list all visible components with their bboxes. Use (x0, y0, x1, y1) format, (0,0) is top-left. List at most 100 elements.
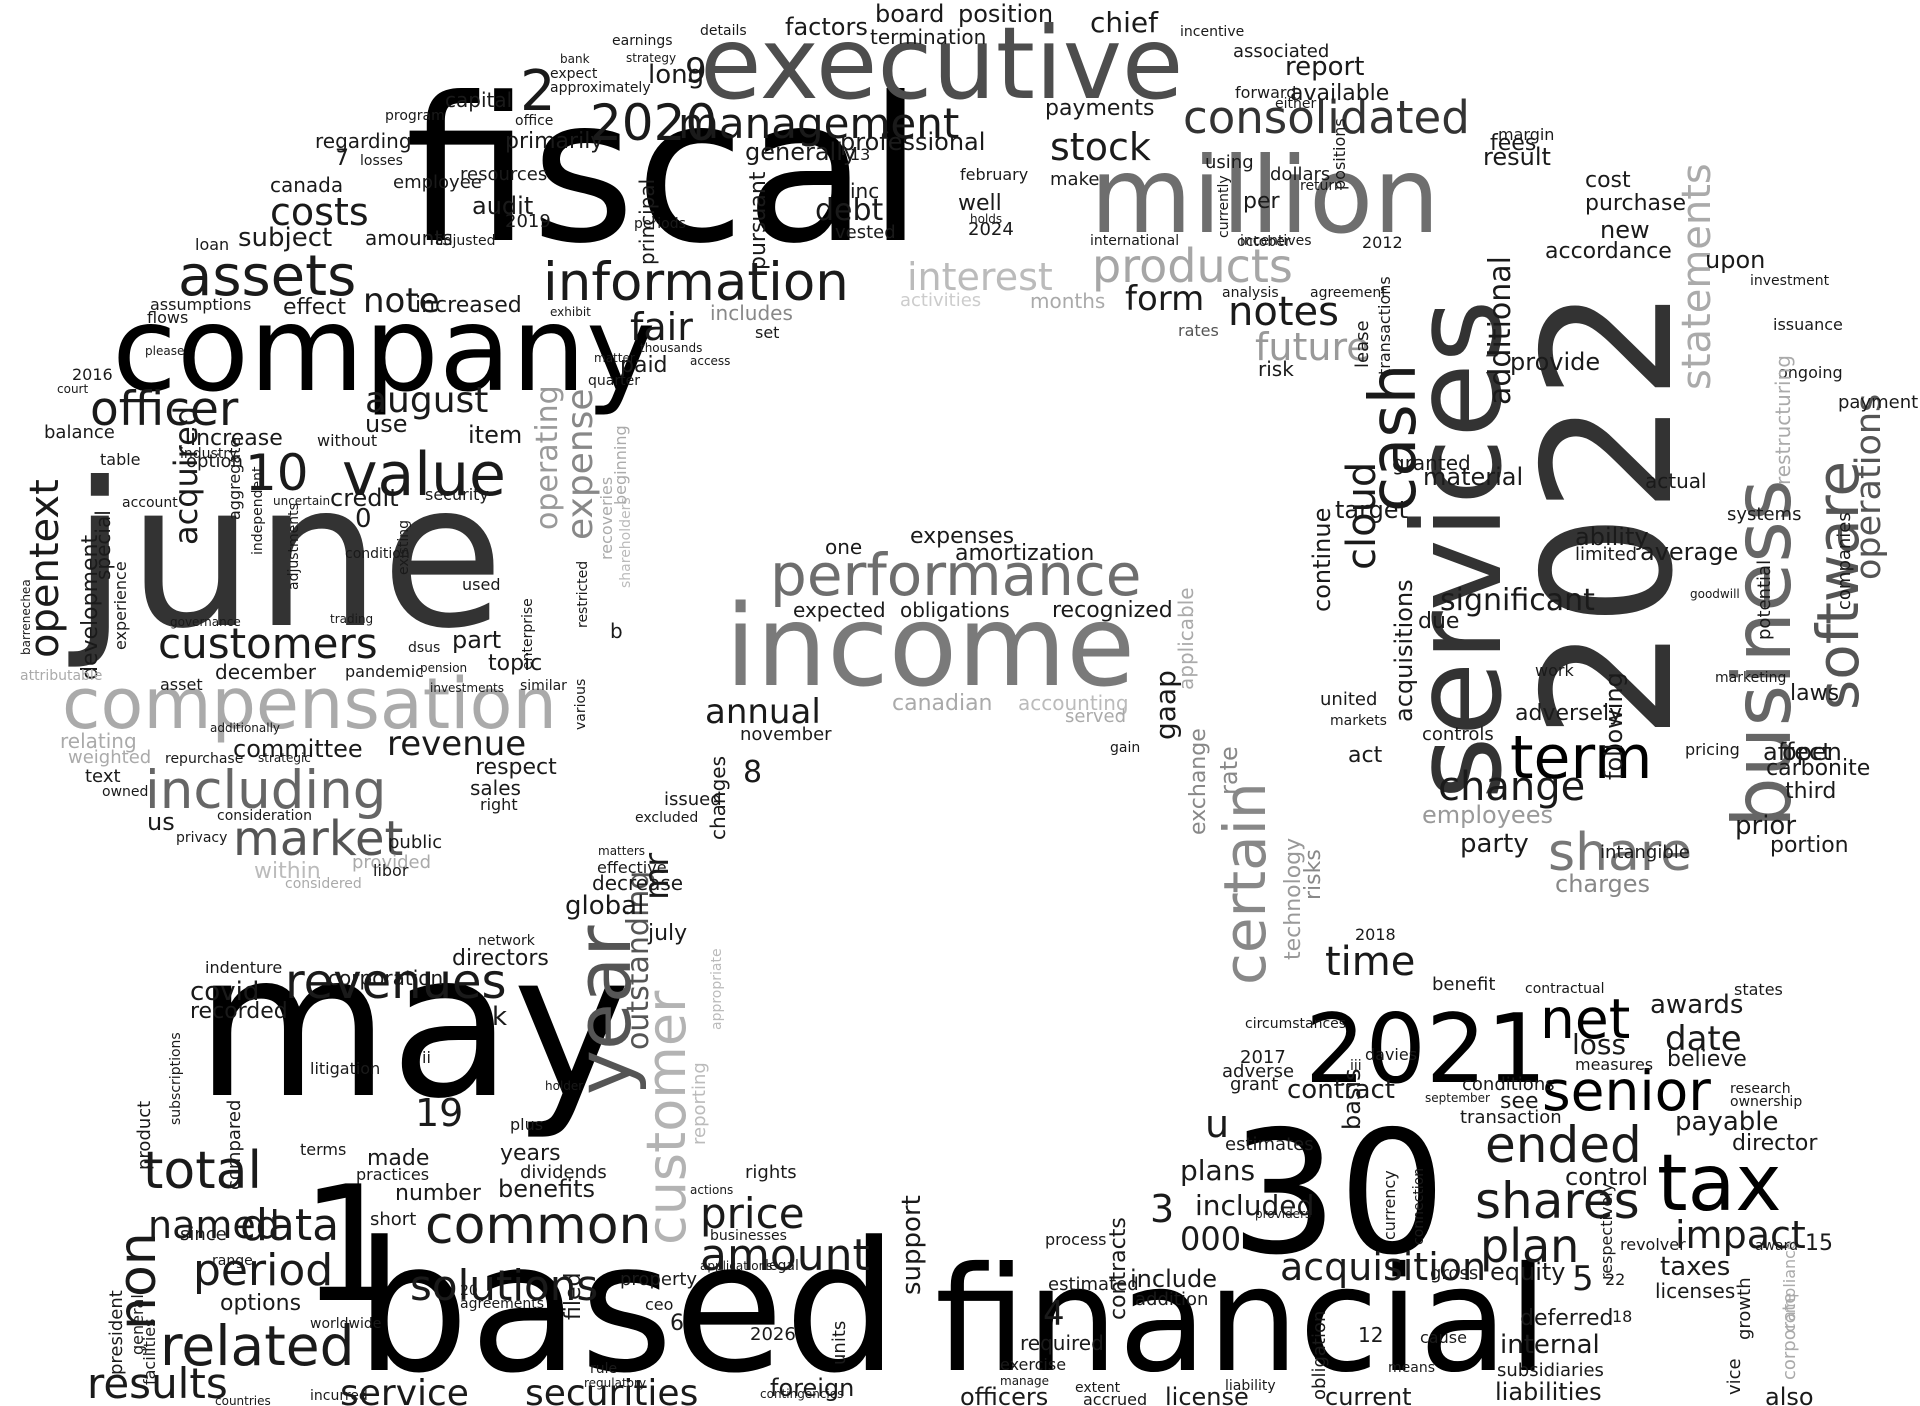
cloud-word: restructuring (1771, 355, 1795, 485)
cloud-word: gross (1430, 1263, 1478, 1284)
cloud-word: additional (1483, 256, 1518, 405)
cloud-word: provided (352, 852, 431, 873)
cloud-word: iii (1350, 1058, 1362, 1074)
cloud-word: restricted (575, 561, 591, 628)
cloud-word: relating (60, 729, 137, 753)
cloud-word: shareholders (618, 497, 634, 588)
cloud-word: company (112, 280, 656, 418)
cloud-word: 20 (460, 1283, 478, 1299)
cloud-word: months (1030, 289, 1105, 313)
cloud-word: security (425, 485, 489, 504)
cloud-word: agreement (1310, 285, 1387, 301)
cloud-word: credit (330, 484, 399, 512)
cloud-word: matters (598, 844, 645, 858)
cloud-word: expected (793, 598, 886, 622)
cloud-word: act (1348, 743, 1383, 768)
cloud-word: short (370, 1209, 416, 1230)
cloud-word: 1 (300, 1151, 402, 1338)
cloud-word: contracts (1106, 1217, 1131, 1320)
cloud-word: purchase (1585, 191, 1686, 216)
cloud-word: believe (1667, 1047, 1747, 1072)
cloud-word: governance (170, 615, 241, 629)
cloud-word: litigation (310, 1059, 380, 1078)
cloud-word: new (1600, 216, 1650, 244)
cloud-word: accrued (1083, 1390, 1147, 1406)
cloud-word: amounts (365, 226, 453, 250)
cloud-word: date (1665, 1019, 1742, 1059)
cloud-word: controls (1422, 724, 1494, 745)
cloud-word: legal (765, 1258, 799, 1274)
cloud-word: adverse (1222, 1061, 1294, 1082)
cloud-word: contract (1287, 1075, 1395, 1105)
cloud-word: court (57, 382, 88, 396)
cloud-word: set (755, 323, 779, 342)
cloud-word: estimated (1048, 1274, 1139, 1295)
cloud-word: third (1785, 779, 1836, 804)
cloud-word: enterprise (520, 598, 536, 670)
cloud-word: related (160, 1314, 355, 1378)
cloud-word: customer (635, 990, 698, 1245)
cloud-word: acquired (167, 406, 205, 545)
cloud-word: impact (1675, 1213, 1806, 1257)
cloud-word: public (388, 832, 442, 853)
cloud-word: included (1195, 1189, 1314, 1222)
cloud-word: services (1387, 299, 1529, 800)
cloud-word: use (365, 410, 407, 438)
cloud-word: either (1275, 96, 1316, 112)
cloud-word: countries (215, 1394, 271, 1406)
cloud-word: form (1125, 279, 1204, 319)
cloud-word: compensation (62, 663, 557, 745)
cloud-word: exercise (1000, 1355, 1066, 1374)
cloud-word: lease (1352, 320, 1373, 368)
cloud-word: matter (594, 351, 635, 365)
cloud-word: pricing (1685, 740, 1740, 759)
cloud-word: margin (1498, 125, 1554, 144)
cloud-word: development (78, 534, 103, 680)
cloud-word: see (1500, 1089, 1539, 1114)
cloud-word: effective (597, 858, 667, 877)
cloud-word: capital (445, 88, 512, 112)
cloud-word: carbonite (1766, 756, 1870, 781)
cloud-word: filed (561, 1273, 586, 1320)
cloud-word: range (212, 1253, 253, 1269)
cloud-word: revenue (387, 724, 526, 764)
cloud-word: consolidated (1183, 91, 1470, 144)
cloud-word: product (134, 1101, 155, 1170)
cloud-word: software (1804, 461, 1872, 710)
cloud-word: cost (1585, 168, 1631, 193)
cloud-word: investment (1750, 273, 1830, 289)
cloud-word: september (1425, 1091, 1490, 1105)
cloud-word: termination (870, 25, 986, 49)
cloud-word: debt (815, 193, 884, 228)
cloud-word: markets (1330, 713, 1387, 729)
cloud-word: effect (283, 295, 346, 320)
cloud-word: period (193, 1245, 333, 1296)
cloud-word: risk (1258, 357, 1294, 381)
cloud-word: condition (345, 546, 410, 562)
cloud-word: expect (550, 66, 598, 82)
cloud-word: since (180, 1224, 227, 1245)
cloud-word: companies (1834, 512, 1855, 610)
cloud-word: certain (1211, 782, 1279, 985)
cloud-word: businesses (710, 1228, 787, 1244)
cloud-word: 19 (415, 1091, 463, 1135)
cloud-word: term (1510, 723, 1653, 793)
cloud-word: data (240, 1200, 339, 1251)
cloud-word: 2012 (1362, 233, 1403, 252)
cloud-word: payment (1838, 392, 1918, 413)
cloud-word: ended (1485, 1116, 1642, 1174)
cloud-word: solutions (410, 1261, 598, 1310)
cloud-word: technology (1281, 838, 1306, 960)
cloud-word: quarter (588, 373, 640, 389)
cloud-word: strategic (258, 751, 311, 765)
cloud-word: income (725, 582, 1135, 712)
cloud-word: 7 (335, 146, 349, 171)
cloud-word: factors (785, 13, 868, 41)
cloud-word: account (122, 495, 178, 511)
cloud-word: appropriate (709, 948, 725, 1030)
cloud-word: strategy (626, 51, 676, 65)
cloud-word: issued (664, 789, 722, 810)
cloud-word: significant (1440, 583, 1595, 618)
cloud-word: july (647, 921, 687, 946)
cloud-word: 30 (1230, 1095, 1446, 1293)
